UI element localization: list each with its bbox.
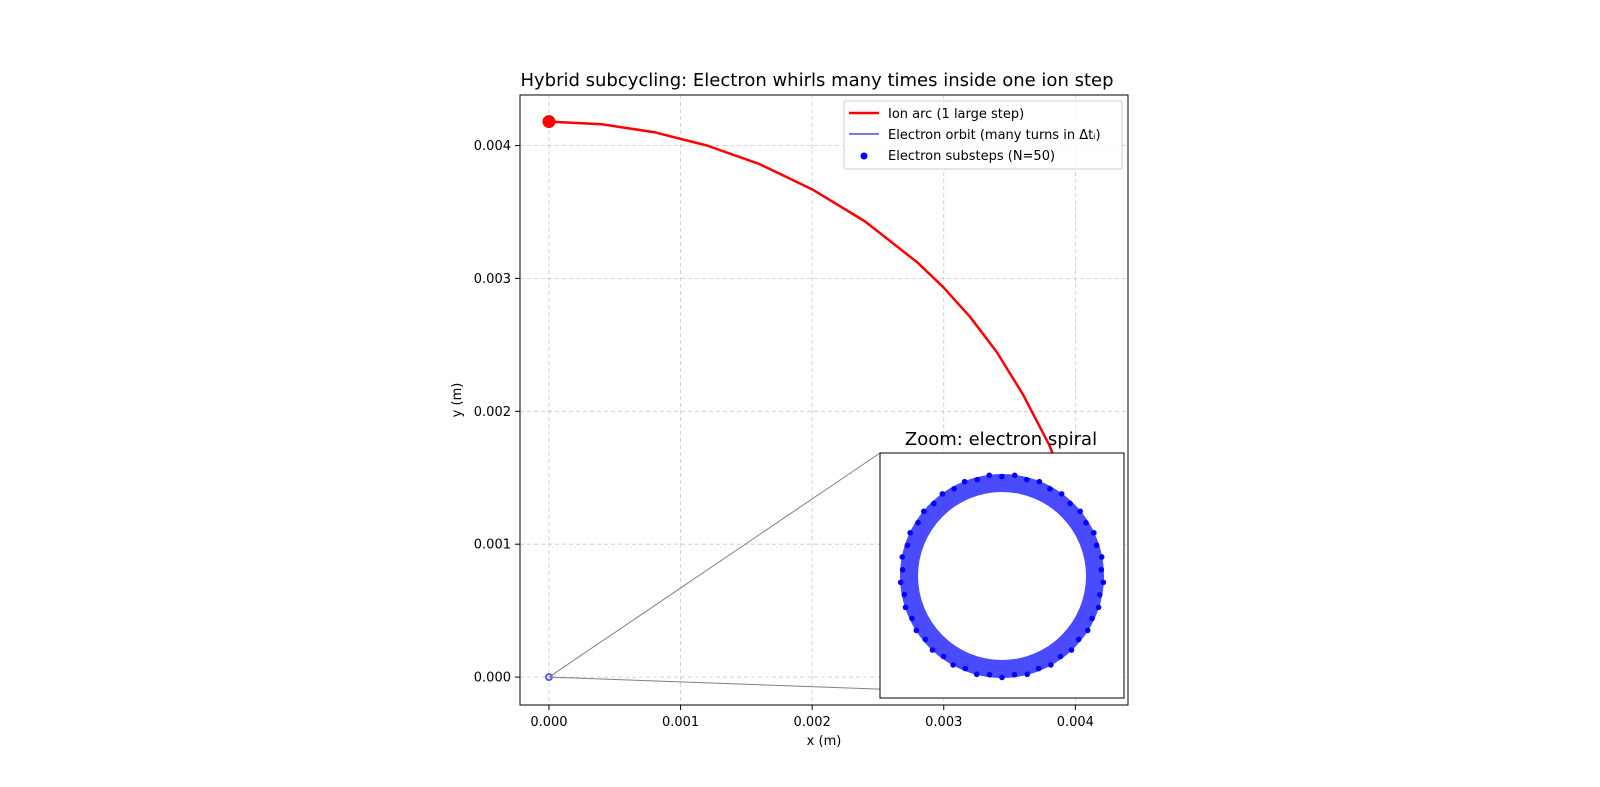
chart-title: Hybrid subcycling: Electron whirls many … [520, 70, 1113, 91]
connector-line-top [548, 452, 881, 678]
electron-substep-point [902, 604, 909, 611]
electron-substep-point [931, 500, 937, 507]
electron-substep-point [1067, 500, 1073, 507]
electron-substep-point [1011, 472, 1018, 479]
electron-substep-point [1098, 566, 1105, 573]
electron-substep-point [1095, 604, 1102, 611]
electron-substep-point [907, 529, 913, 536]
electron-substep-point [986, 472, 993, 479]
electron-substep-point [950, 662, 956, 668]
electron-substep-point [1048, 662, 1054, 668]
x-tick-label: 0.001 [662, 715, 699, 730]
y-tick-label: 0.004 [474, 139, 511, 154]
electron-substep-point [1011, 671, 1018, 678]
electron-substep-point [1047, 486, 1053, 492]
electron-substep-point [897, 579, 904, 586]
legend-label-electron-substeps: Electron substeps (N=50) [888, 149, 1055, 164]
electron-substep-point [904, 542, 911, 549]
x-axis-ticks: 0.000 0.001 0.002 0.003 0.004 [530, 705, 1094, 730]
x-tick-label: 0.003 [925, 715, 962, 730]
electron-substep-point [939, 491, 946, 497]
x-tick-label: 0.000 [530, 715, 567, 730]
electron-substep-point [974, 476, 981, 483]
electron-substep-point [915, 519, 921, 526]
electron-substep-point [1093, 542, 1100, 549]
electron-substep-point [1089, 615, 1095, 622]
electron-substep-point [1058, 491, 1065, 497]
electron-substep-point [1075, 636, 1082, 643]
x-tick-label: 0.004 [1057, 715, 1094, 730]
electron-substep-point [961, 478, 968, 485]
y-tick-label: 0.002 [474, 405, 511, 420]
electron-substep-point [1023, 476, 1030, 483]
y-axis-ticks: 0.000 0.001 0.002 0.003 0.004 [474, 139, 520, 686]
y-tick-label: 0.000 [474, 671, 511, 686]
y-tick-label: 0.003 [474, 272, 511, 287]
electron-substep-point [920, 508, 927, 515]
electron-substep-point [1084, 627, 1091, 634]
electron-substep-point [929, 647, 936, 653]
electron-substep-point [1091, 529, 1097, 536]
electron-substep-point [1100, 579, 1107, 586]
electron-substep-point [999, 473, 1005, 480]
legend-label-electron-orbit: Electron orbit (many turns in Δtᵢ) [888, 128, 1101, 143]
electron-substep-point [1024, 671, 1031, 678]
legend-label-ion-arc: Ion arc (1 large step) [888, 107, 1024, 122]
electron-substep-point [1098, 554, 1105, 560]
y-tick-label: 0.001 [474, 538, 511, 553]
electron-substep-point [1035, 665, 1042, 672]
x-axis-label: x (m) [807, 734, 842, 749]
electron-substep-point [973, 671, 980, 678]
electron-substep-point [940, 653, 947, 660]
electron-substep-point [913, 627, 920, 634]
electron-substep-point [1068, 647, 1075, 653]
electron-substep-point [1083, 519, 1089, 526]
y-axis-label: y (m) [450, 383, 465, 418]
legend-swatch-electron-substeps [860, 152, 868, 160]
electron-substep-point [951, 486, 957, 492]
electron-substep-point [901, 591, 908, 598]
electron-substep-point [899, 566, 906, 573]
electron-substeps [897, 472, 1107, 681]
electron-substep-point [999, 674, 1005, 681]
electron-substep-point [1077, 508, 1084, 515]
x-tick-label: 0.002 [794, 715, 831, 730]
electron-substep-point [1036, 478, 1043, 485]
electron-substep-point [922, 636, 929, 643]
legend: Ion arc (1 large step) Electron orbit (m… [843, 100, 1123, 170]
zoom-inset [879, 452, 1125, 699]
electron-substep-point [962, 665, 969, 672]
electron-substep-point [899, 554, 906, 560]
electron-substep-point [909, 615, 915, 622]
inset-title: Zoom: electron spiral [905, 429, 1097, 450]
electron-substep-point [986, 671, 993, 678]
electron-substep-point [1096, 591, 1103, 598]
electron-substep-point [1057, 653, 1064, 660]
ion-start-marker [542, 115, 556, 129]
